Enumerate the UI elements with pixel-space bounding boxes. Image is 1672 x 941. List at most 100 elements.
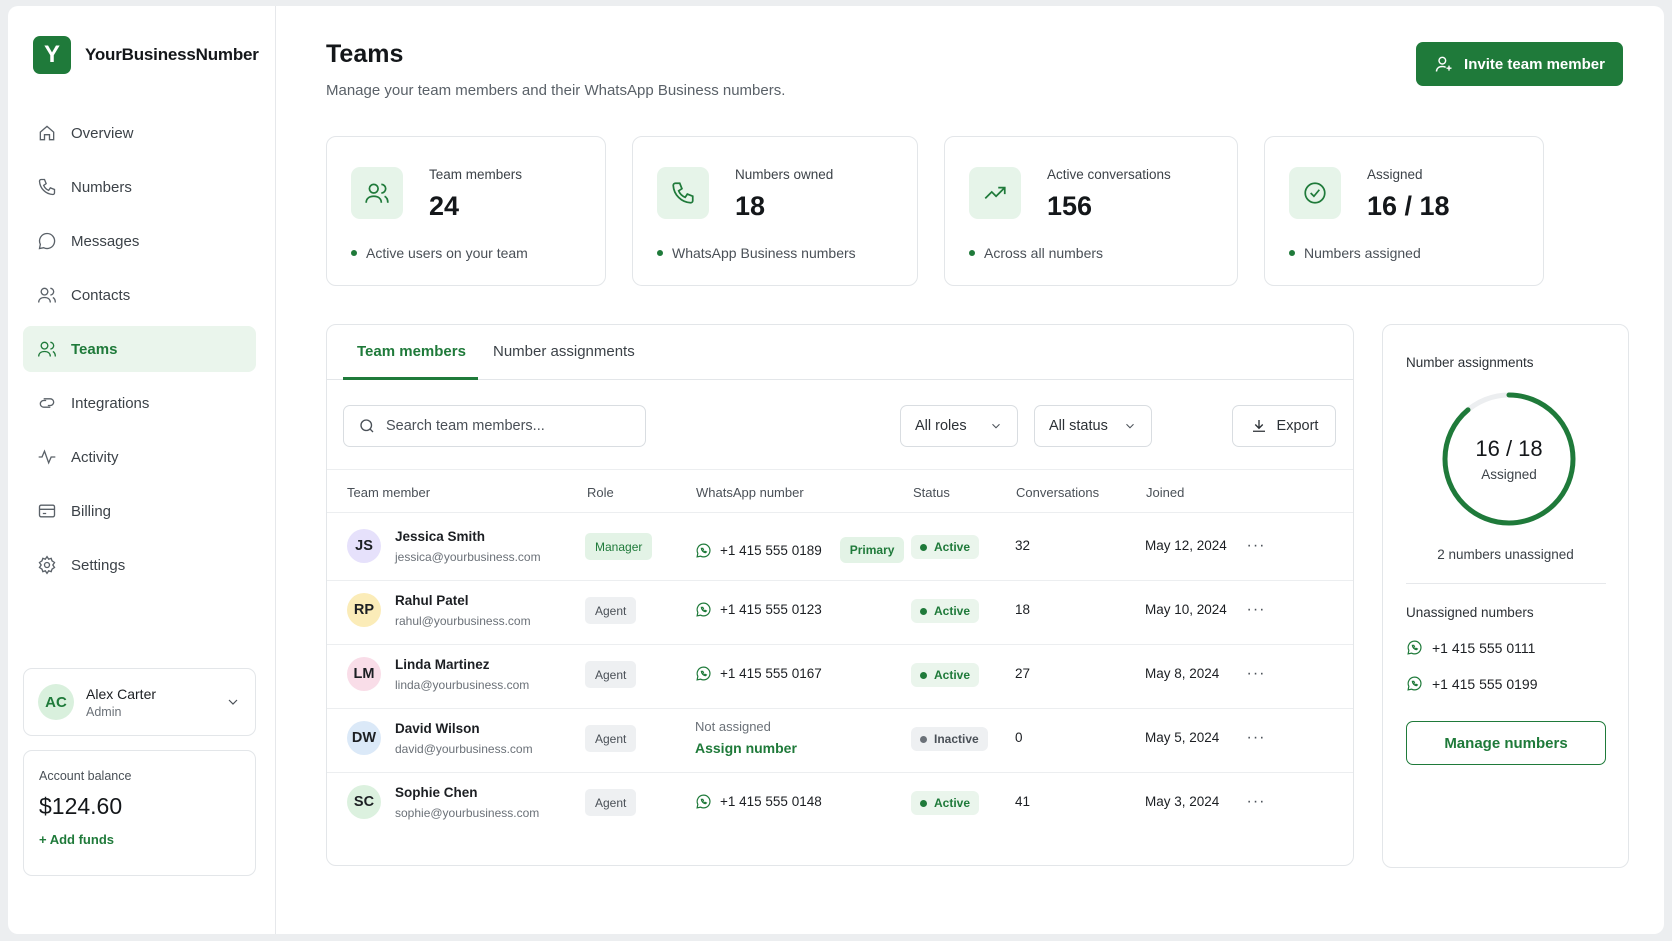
balance-card: Account balance $124.60 + Add funds bbox=[23, 750, 256, 876]
number-text: +1 415 555 0189 bbox=[720, 542, 822, 558]
stat-label: Numbers owned bbox=[735, 167, 834, 182]
page-subtitle: Manage your team members and their Whats… bbox=[326, 82, 786, 99]
table-row[interactable]: LM Linda Martinez linda@yourbusiness.com… bbox=[327, 641, 1353, 709]
whatsapp-icon bbox=[696, 666, 711, 681]
status-text: Active bbox=[934, 540, 971, 554]
sidebar-item-integrations[interactable]: Integrations bbox=[23, 380, 256, 426]
stat-label: Active conversations bbox=[1047, 167, 1171, 182]
sidebar-item-contacts[interactable]: Contacts bbox=[23, 272, 256, 318]
user-info: Alex Carter Admin bbox=[86, 686, 225, 719]
contacts-icon bbox=[38, 287, 56, 303]
more-options-icon[interactable]: ··· bbox=[1246, 793, 1266, 810]
invite-label: Invite team member bbox=[1464, 55, 1605, 73]
conversations-count: 32 bbox=[1015, 538, 1031, 553]
more-options-icon[interactable]: ··· bbox=[1246, 537, 1266, 554]
roles-filter[interactable]: All roles bbox=[900, 405, 1018, 447]
sidebar-item-messages[interactable]: Messages bbox=[23, 218, 256, 264]
chevron-down-icon[interactable] bbox=[225, 694, 241, 710]
table-row[interactable]: SC Sophie Chen sophie@yourbusiness.com A… bbox=[327, 769, 1353, 837]
message-icon bbox=[38, 232, 56, 250]
stat-foot: Across all numbers bbox=[969, 245, 1103, 261]
check-circle-icon bbox=[1304, 182, 1326, 204]
chevron-down-icon bbox=[1126, 423, 1134, 429]
status-badge: Active bbox=[911, 663, 980, 687]
stat-foot-text: Numbers assigned bbox=[1304, 245, 1421, 261]
sidebar-item-settings[interactable]: Settings bbox=[23, 542, 256, 588]
search-input[interactable] bbox=[386, 418, 626, 434]
more-options-icon[interactable]: ··· bbox=[1246, 729, 1266, 746]
member-email: jessica@yourbusiness.com bbox=[395, 550, 541, 564]
brand[interactable]: Y YourBusinessNumber bbox=[33, 36, 259, 74]
primary-badge: Primary bbox=[839, 537, 905, 563]
sidebar-item-teams[interactable]: Teams bbox=[23, 326, 256, 372]
billing-icon bbox=[38, 504, 56, 518]
status-filter-value: All status bbox=[1049, 418, 1108, 434]
stat-icon bbox=[1289, 167, 1341, 219]
table-row[interactable]: DW David Wilson david@yourbusiness.com A… bbox=[327, 705, 1353, 773]
assign-number-link[interactable]: Assign number bbox=[695, 740, 797, 756]
divider bbox=[1406, 583, 1606, 584]
more-options-icon[interactable]: ··· bbox=[1246, 665, 1266, 682]
tab-number-assignments[interactable]: Number assignments bbox=[493, 343, 635, 360]
whatsapp-number: +1 415 555 0167 bbox=[695, 665, 822, 682]
sidebar-item-numbers[interactable]: Numbers bbox=[23, 164, 256, 210]
status-dot bbox=[657, 250, 663, 256]
conversations-count: 41 bbox=[1015, 794, 1031, 809]
sidebar-item-label: Billing bbox=[71, 502, 112, 520]
stat-value: 156 bbox=[1047, 191, 1093, 221]
whatsapp-number: +1 415 555 0189 Primary bbox=[695, 537, 905, 563]
stat-card-team-members: Team members 24 Active users on your tea… bbox=[326, 136, 606, 286]
invite-team-member-button[interactable]: Invite team member bbox=[1416, 42, 1623, 86]
whatsapp-icon bbox=[696, 602, 711, 617]
tab-team-members[interactable]: Team members bbox=[357, 343, 466, 360]
avatar: JS bbox=[347, 529, 381, 563]
sidebar-item-label: Contacts bbox=[71, 286, 131, 304]
role-badge: Agent bbox=[585, 661, 637, 688]
status-dot bbox=[920, 799, 927, 807]
ring-value: 16 / 18 bbox=[1475, 436, 1543, 461]
unassigned-number[interactable]: +1 415 555 0111 bbox=[1406, 639, 1535, 656]
activity-icon bbox=[38, 449, 56, 465]
unassigned-number[interactable]: +1 415 555 0199 bbox=[1406, 675, 1538, 692]
column-header: Conversations bbox=[1016, 485, 1100, 500]
status-text: Active bbox=[934, 668, 971, 682]
unassigned-title: Unassigned numbers bbox=[1406, 605, 1534, 620]
joined-date: May 10, 2024 bbox=[1145, 602, 1227, 617]
add-funds-link[interactable]: + Add funds bbox=[39, 832, 114, 847]
member-name: David Wilson bbox=[395, 721, 480, 736]
table-row[interactable]: RP Rahul Patel rahul@yourbusiness.com Ag… bbox=[327, 577, 1353, 645]
status-dot bbox=[920, 735, 927, 743]
stat-value: 18 bbox=[735, 191, 766, 221]
number-text: +1 415 555 0167 bbox=[720, 666, 822, 681]
stat-foot: WhatsApp Business numbers bbox=[657, 245, 856, 261]
export-button[interactable]: Export bbox=[1232, 405, 1336, 447]
active-tab-indicator bbox=[343, 377, 478, 380]
ring-text: 16 / 18 Assigned bbox=[1439, 389, 1579, 529]
more-options-icon[interactable]: ··· bbox=[1246, 601, 1266, 618]
sidebar-item-activity[interactable]: Activity bbox=[23, 434, 256, 480]
phone-icon bbox=[38, 178, 56, 196]
table-header: Team member Role WhatsApp number Status … bbox=[327, 469, 1353, 513]
table-row[interactable]: JS Jessica Smith jessica@yourbusiness.co… bbox=[327, 513, 1353, 581]
status-filter[interactable]: All status bbox=[1034, 405, 1152, 447]
sidebar-item-overview[interactable]: Overview bbox=[23, 110, 256, 156]
avatar: LM bbox=[347, 657, 381, 691]
search-box[interactable] bbox=[343, 405, 646, 447]
stat-value: 24 bbox=[429, 191, 460, 221]
status-dot bbox=[969, 250, 975, 256]
export-label: Export bbox=[1276, 418, 1319, 434]
role-badge: Agent bbox=[585, 725, 637, 752]
number-text: +1 415 555 0111 bbox=[1432, 639, 1536, 656]
whatsapp-icon bbox=[1407, 676, 1422, 691]
status-dot bbox=[920, 671, 927, 679]
status-badge: Active bbox=[911, 535, 980, 559]
sidebar-item-label: Settings bbox=[71, 556, 126, 574]
conversations-count: 0 bbox=[1015, 730, 1023, 745]
joined-date: May 8, 2024 bbox=[1145, 666, 1220, 681]
manage-numbers-button[interactable]: Manage numbers bbox=[1406, 721, 1606, 765]
status-badge: Active bbox=[911, 791, 980, 815]
team-icon bbox=[365, 183, 389, 203]
user-menu[interactable]: AC Alex Carter Admin bbox=[23, 668, 256, 736]
sidebar-item-billing[interactable]: Billing bbox=[23, 488, 256, 534]
column-header: Role bbox=[587, 485, 614, 500]
